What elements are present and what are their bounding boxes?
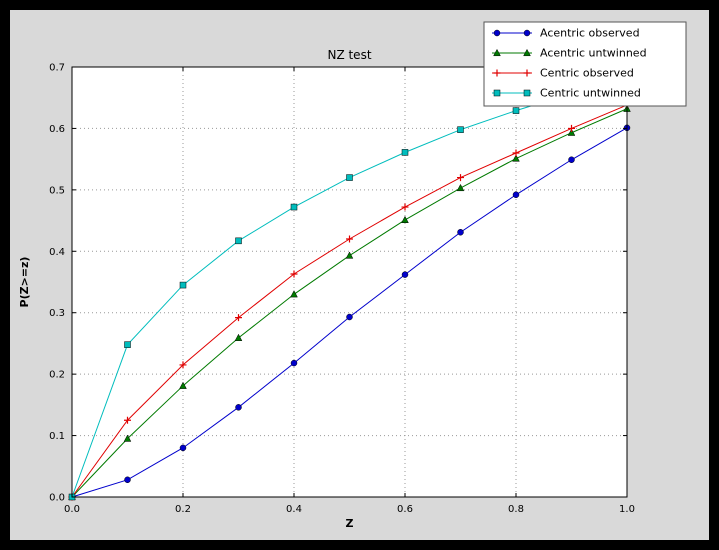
- legend-label-centric-observed: Centric observed: [540, 67, 634, 80]
- plot-area: [72, 67, 627, 497]
- x-tick-labels: 0.0 0.2 0.4 0.6 0.8 1.0: [64, 504, 635, 515]
- svg-text:0.5: 0.5: [49, 185, 65, 196]
- chart-title: NZ test: [327, 48, 371, 62]
- legend-label-acentric-untwinned: Acentric untwinned: [540, 47, 647, 60]
- svg-text:0.4: 0.4: [286, 504, 302, 515]
- svg-text:0.6: 0.6: [397, 504, 413, 515]
- svg-text:0.3: 0.3: [49, 308, 65, 319]
- svg-text:0.0: 0.0: [64, 504, 80, 515]
- svg-text:1.0: 1.0: [619, 504, 635, 515]
- svg-text:0.6: 0.6: [49, 124, 65, 135]
- legend-label-acentric-observed: Acentric observed: [540, 27, 640, 40]
- nz-test-chart: 0.0 0.2 0.4 0.6 0.8 1.00.00.10.20.30.40.50.60…: [18, 21, 687, 530]
- legend-label-centric-untwinned: Centric untwinned: [540, 87, 641, 100]
- tick-marks: [71, 66, 628, 498]
- legend: Acentric observed Acentric untwinned Centr…: [483, 21, 687, 107]
- y-axis-label: P(Z>=z): [18, 257, 31, 308]
- axes-frame: [71, 66, 628, 498]
- svg-text:0.2: 0.2: [49, 370, 65, 381]
- svg-text:0.7: 0.7: [49, 63, 65, 74]
- svg-text:0.1: 0.1: [49, 431, 65, 442]
- x-axis-label: Z: [346, 517, 354, 530]
- svg-text:0.2: 0.2: [175, 504, 191, 515]
- figure-canvas: 0.0 0.2 0.4 0.6 0.8 1.0 0.0 0.1 0.2 0.3 0.4 0.5 0.6 0…: [10, 10, 709, 540]
- svg-text:0.4: 0.4: [49, 247, 65, 258]
- y-tick-labels: 0.0 0.1 0.2 0.3 0.4 0.5 0.6 0.7: [49, 63, 65, 504]
- svg-text:0.0: 0.0: [49, 493, 65, 504]
- svg-text:0.8: 0.8: [508, 504, 524, 515]
